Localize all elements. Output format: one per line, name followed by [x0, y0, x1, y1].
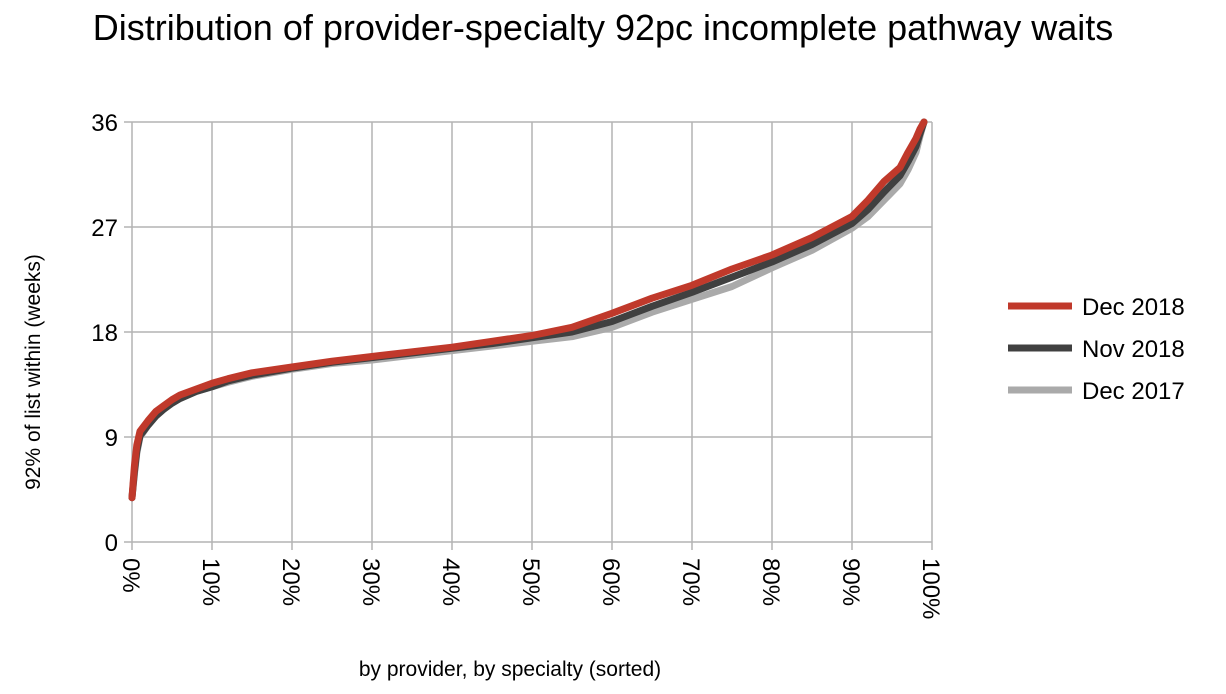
y-axis-label: 92% of list within (weeks) — [22, 254, 45, 490]
x-tick-label: 20% — [277, 558, 304, 606]
x-tick-label: 0% — [117, 558, 144, 593]
series-line-nov-2018 — [128, 118, 928, 502]
tick-labels: 0 9 18 27 36 0% 10% 20% 30% 40% 50% 60% 70% 80% 90% 100… — [91, 110, 944, 619]
y-tick-label: 27 — [91, 215, 118, 242]
x-tick-label: 40% — [437, 558, 464, 606]
series-layer — [128, 118, 928, 502]
y-tick-label: 18 — [91, 320, 118, 347]
x-tick-label: 50% — [517, 558, 544, 606]
x-tick-label: 30% — [357, 558, 384, 606]
x-tick-label: 100% — [917, 558, 944, 619]
legend: Dec 2018 Nov 2018 Dec 2017 — [1008, 294, 1185, 405]
series-line-dec-2018 — [128, 118, 928, 502]
x-tick-label: 80% — [757, 558, 784, 606]
chart-title: Distribution of provider-specialty 92pc … — [93, 7, 1113, 48]
y-tick-label: 0 — [105, 530, 118, 557]
x-axis-label: by provider, by specialty (sorted) — [359, 658, 661, 681]
x-tick-label: 60% — [597, 558, 624, 606]
legend-label: Dec 2018 — [1082, 294, 1185, 321]
y-tick-label: 36 — [91, 110, 118, 137]
x-tick-label: 70% — [677, 558, 704, 606]
y-tick-label: 9 — [105, 425, 118, 452]
x-tick-label: 10% — [197, 558, 224, 606]
x-tick-label: 90% — [837, 558, 864, 606]
legend-label: Dec 2017 — [1082, 378, 1185, 405]
series-line-dec-2017 — [128, 118, 928, 502]
legend-label: Nov 2018 — [1082, 336, 1185, 363]
